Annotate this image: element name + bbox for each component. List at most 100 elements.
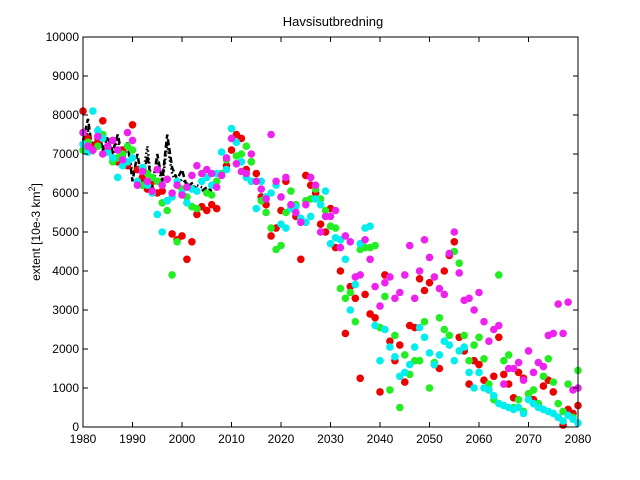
data-point [183,183,191,191]
data-point [153,165,162,174]
x-tick-label: 2030 [317,432,344,446]
x-tick-label: 2040 [367,432,394,446]
data-point [277,241,285,250]
x-tick-label: 1990 [119,432,146,446]
data-point [549,378,558,386]
data-point [440,325,449,334]
data-point [163,206,171,215]
data-point [539,362,548,371]
y-tick-label: 5000 [52,225,79,239]
data-point [128,154,137,162]
data-point [445,249,454,258]
data-point [306,173,315,182]
data-point [94,126,102,135]
data-point [514,358,523,367]
y-axis-label-end: ] [29,183,43,186]
data-point [163,175,171,184]
data-point [351,280,360,289]
data-point [351,317,360,326]
data-point [386,386,394,394]
data-point [311,195,320,203]
data-point [207,169,216,178]
data-point [465,294,473,303]
data-point [262,195,270,203]
data-point [89,107,97,115]
data-point [222,154,231,162]
data-point [311,181,320,189]
data-point [331,206,340,215]
data-point [504,351,513,359]
y-tick-label: 7000 [52,147,79,161]
data-point [336,243,345,252]
data-point [341,255,350,264]
data-point [316,220,325,228]
data-point [559,329,567,338]
data-point [485,386,493,394]
data-point [514,395,523,404]
data-point [297,255,305,264]
data-point [262,208,270,217]
data-point [425,384,434,392]
data-point [252,169,261,178]
data-point [94,132,102,141]
x-tick-label: 2060 [466,432,493,446]
data-point [247,150,256,158]
data-point [108,154,117,162]
data-point [346,306,355,314]
data-point [549,388,558,396]
data-point [386,273,394,281]
data-point [495,333,503,342]
data-point [475,333,483,342]
y-axis-label-main: extent [10e-3 km [29,191,43,280]
data-point [128,136,137,145]
data-point [227,146,236,154]
data-point [381,278,389,287]
data-point [495,271,503,279]
data-point [519,376,528,385]
data-point [544,355,553,363]
data-point [396,403,404,412]
data-point [99,150,107,158]
data-point [509,364,518,373]
data-point [401,368,409,377]
data-point [425,349,434,357]
x-tick-label: 2050 [416,432,443,446]
data-point [178,191,186,199]
y-axis-label-superscript: 2 [27,186,37,191]
data-point [485,337,493,346]
data-point [143,177,152,186]
data-point [123,128,132,137]
data-point [331,224,340,232]
data-point [415,323,424,332]
data-point [420,236,429,244]
data-point [267,189,275,197]
data-point [420,286,429,295]
data-point [450,238,459,246]
data-point [193,210,201,219]
data-point [306,212,315,221]
data-point [292,208,300,217]
x-tick-label: 2010 [218,432,245,446]
data-point [480,355,488,363]
data-point [475,288,483,297]
data-point [376,302,384,310]
data-point [193,161,201,170]
x-tick-label: 2000 [169,432,196,446]
data-point [371,282,379,291]
data-point [430,273,439,281]
data-point [316,200,325,209]
data-point [405,241,414,250]
data-point [425,253,434,262]
data-point [242,142,251,150]
data-point [396,288,404,297]
data-point [336,267,345,275]
data-point [227,134,236,143]
data-point [321,206,330,215]
axes: 1980 1990 2000 2010 2020 2030 2040 2050 2060 2070… [46,30,592,446]
y-tick-label: 6000 [52,186,79,200]
y-tick-label: 10000 [46,30,80,44]
data-point [227,124,236,133]
y-tick-label: 3000 [52,303,79,317]
y-tick-label: 0 [72,420,79,434]
data-point [539,372,548,381]
